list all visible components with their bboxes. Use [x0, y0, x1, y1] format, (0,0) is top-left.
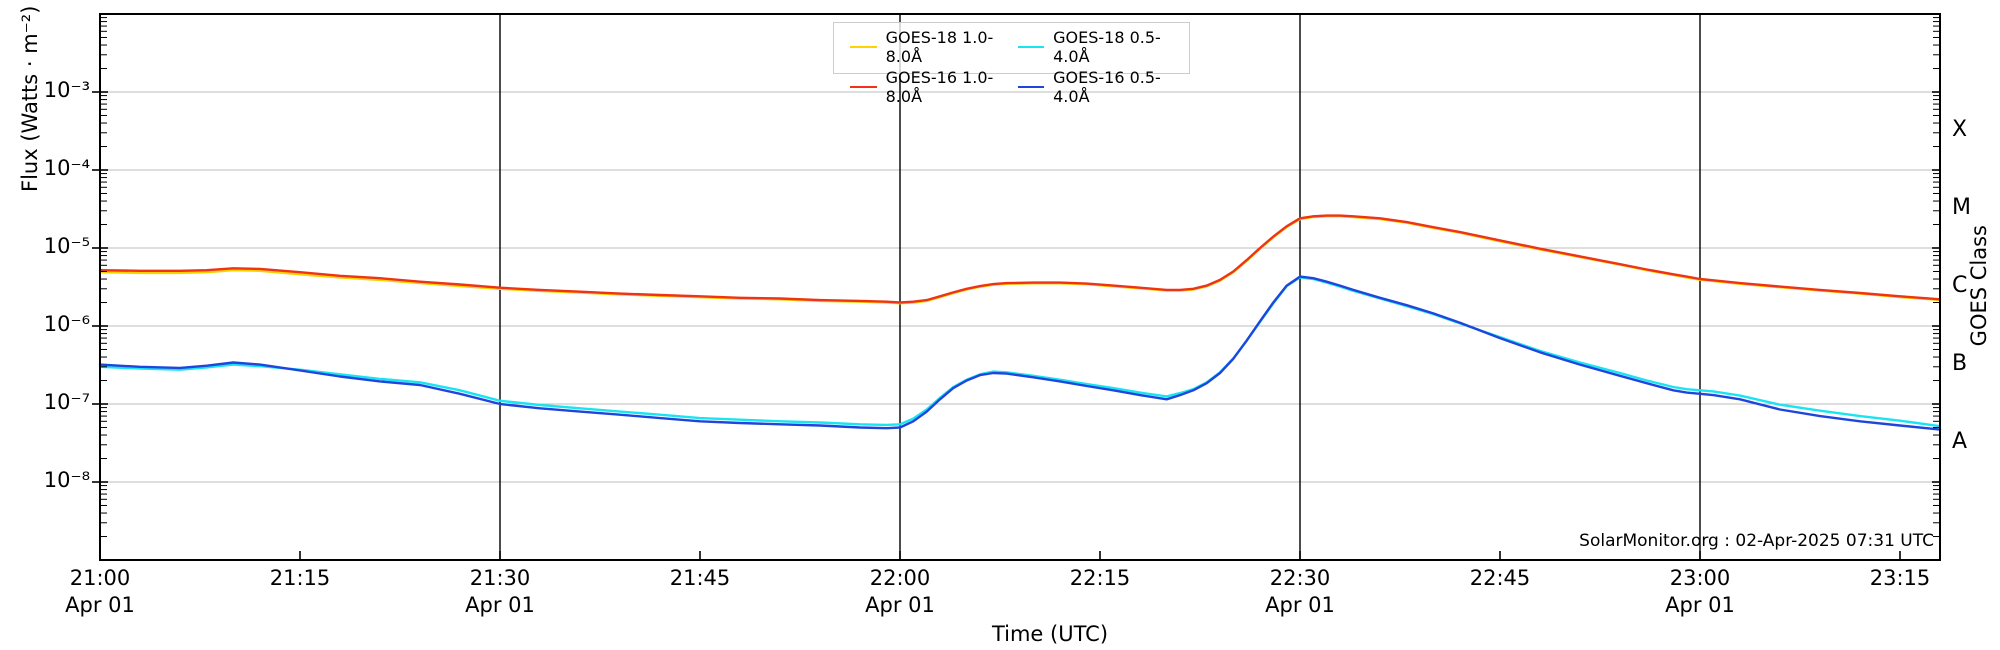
y-tick-label: 10⁻⁸ [43, 468, 90, 492]
solarmonitor-annotation: SolarMonitor.org : 02-Apr-2025 07:31 UTC [1579, 531, 1934, 551]
x-tick-date-label: Apr 01 [1665, 593, 1735, 617]
x-tick-time-label: 21:15 [269, 566, 331, 590]
legend-entry: GOES-16 1.0-8.0Å [844, 67, 1012, 107]
flux-curve [98, 214, 1942, 304]
x-tick-time-label: 23:00 [1669, 566, 1731, 590]
legend-entry: GOES-16 0.5-4.0Å [1012, 67, 1180, 107]
legend-line-swatch [1017, 46, 1045, 48]
legend-label: GOES-18 1.0-8.0Å [885, 28, 994, 66]
x-tick-time-label: 23:15 [1869, 566, 1931, 590]
x-tick-time-label: 21:30 [469, 566, 531, 590]
x-axis-label-time: Time (UTC) [991, 622, 1109, 646]
legend-line-swatch [850, 86, 877, 88]
y-tick-label: 10⁻³ [43, 78, 90, 102]
goes-class-label: M [1952, 195, 1971, 220]
x-tick-time-label: 21:00 [69, 566, 131, 590]
legend-label: GOES-18 0.5-4.0Å [1053, 28, 1161, 66]
goes-class-label: X [1952, 117, 1968, 142]
legend-label: GOES-16 0.5-4.0Å [1053, 68, 1161, 106]
legend-line-swatch [1017, 86, 1045, 88]
flux-curve [98, 276, 1942, 428]
legend-line-swatch [850, 46, 877, 48]
x-tick-time-label: 22:00 [869, 566, 931, 590]
goes-class-label: A [1952, 429, 1968, 454]
legend-entry: GOES-18 0.5-4.0Å [1012, 27, 1180, 67]
y-tick-label: 10⁻⁷ [43, 390, 90, 414]
legend-label: GOES-16 1.0-8.0Å [885, 68, 994, 106]
x-tick-time-label: 22:45 [1469, 566, 1531, 590]
y-tick-label: 10⁻⁴ [43, 156, 90, 180]
y-tick-label: 10⁻⁶ [43, 312, 90, 336]
goes-class-label: B [1952, 351, 1968, 376]
flux-curve [98, 275, 1942, 431]
chart-legend: GOES-18 1.0-8.0Å GOES-16 1.0-8.0Å GOES-18 … [833, 22, 1190, 106]
x-tick-time-label: 22:30 [1269, 566, 1331, 590]
y-axis-label-goes-class: GOES Class [1967, 224, 1991, 346]
x-tick-time-label: 22:15 [1069, 566, 1131, 590]
legend-entry: GOES-18 1.0-8.0Å [844, 27, 1012, 67]
x-tick-date-label: Apr 01 [865, 593, 935, 617]
x-tick-time-label: 21:45 [669, 566, 731, 590]
plot-border [99, 13, 1941, 561]
x-tick-date-label: Apr 01 [65, 593, 135, 617]
x-tick-date-label: Apr 01 [1265, 593, 1335, 617]
y-tick-label: 10⁻⁵ [43, 234, 90, 258]
goes-class-label: C [1952, 273, 1968, 298]
x-tick-date-label: Apr 01 [465, 593, 535, 617]
